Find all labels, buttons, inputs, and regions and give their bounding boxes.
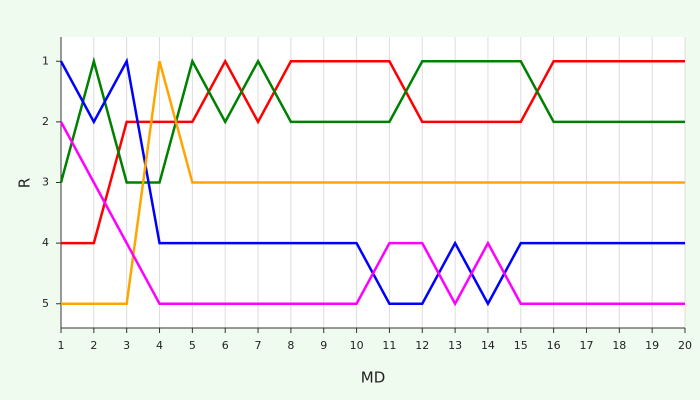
series-line	[61, 60, 685, 305]
y-tick-label: 2	[42, 115, 49, 128]
y-axis-title: R	[16, 178, 34, 188]
x-tick-label: 3	[123, 339, 130, 352]
x-tick-label: 2	[90, 339, 97, 352]
x-axis-title: MD	[361, 369, 386, 387]
y-tick-label: 4	[42, 236, 49, 249]
x-tick-label: 1	[58, 339, 65, 352]
y-tick-label: 5	[42, 297, 49, 310]
x-tick-label: 14	[481, 339, 495, 352]
y-tick-label: 1	[42, 54, 49, 67]
x-tick-label: 7	[255, 339, 262, 352]
x-tick-label: 11	[382, 339, 396, 352]
x-tick-label: 19	[645, 339, 659, 352]
series-line	[61, 58, 685, 245]
x-tick-label: 5	[189, 339, 196, 352]
series-line	[59, 56, 685, 184]
x-tick-label: 9	[320, 339, 327, 352]
x-tick-label: 12	[415, 339, 429, 352]
x-tick-label: 15	[514, 339, 528, 352]
series-line	[59, 121, 685, 307]
x-tick-label: 4	[156, 339, 163, 352]
x-tick-label: 18	[612, 339, 626, 352]
x-tick-label: 17	[579, 339, 593, 352]
x-tick-label: 16	[547, 339, 561, 352]
x-tick-label: 13	[448, 339, 462, 352]
x-tick-label: 6	[222, 339, 229, 352]
y-tick-label: 3	[42, 176, 49, 189]
x-tick-label: 20	[678, 339, 692, 352]
x-tick-label: 10	[350, 339, 364, 352]
x-tick-label: 8	[287, 339, 294, 352]
